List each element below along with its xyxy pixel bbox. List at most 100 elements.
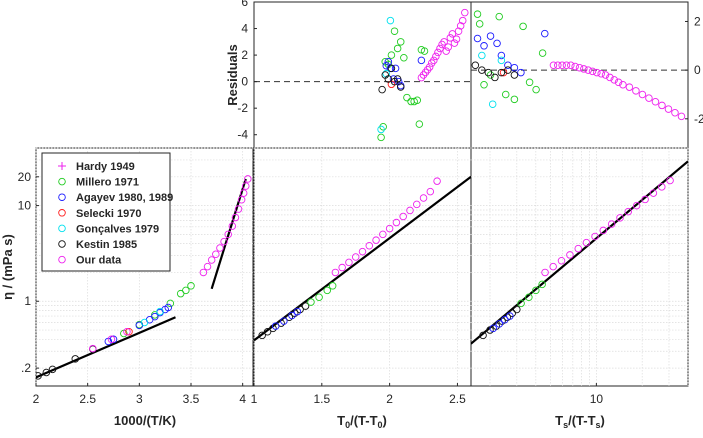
legend-label: Agayev 1980, 1989 [76, 192, 173, 204]
data-point [176, 289, 185, 298]
data-point [378, 85, 386, 94]
data-point [382, 69, 391, 78]
data-point [504, 66, 512, 74]
data-point [413, 96, 422, 104]
data-point [244, 175, 252, 183]
t0-xlabel: T0/(T-T0) [337, 413, 387, 430]
data-point [423, 65, 432, 74]
arrhenius-xlabel: 1000/(T/K) [114, 413, 176, 428]
data-point [427, 59, 436, 67]
data-point [510, 95, 519, 104]
data-point [293, 307, 302, 316]
data-point [384, 57, 393, 66]
tick-label: 10 [18, 199, 32, 213]
data-point [473, 34, 482, 43]
data-point [471, 61, 480, 70]
data-point [182, 286, 190, 295]
data-point [497, 51, 506, 60]
data-point [413, 200, 421, 209]
tick-label: 4 [239, 392, 246, 406]
data-point [430, 56, 438, 65]
data-point [478, 51, 486, 60]
residuals-right-plot [471, 10, 686, 121]
legend-label: Selecki 1970 [76, 208, 141, 220]
data-point [497, 56, 506, 65]
data-point [372, 236, 380, 244]
data-point [345, 258, 353, 267]
data-point [258, 331, 266, 340]
data-point [480, 80, 488, 89]
data-point [216, 244, 224, 252]
data-point [315, 293, 323, 302]
data-point [645, 94, 653, 102]
data-point [671, 108, 679, 117]
data-point [557, 257, 566, 265]
data-point [420, 47, 429, 55]
data-point [478, 66, 486, 74]
legend-marker [58, 177, 66, 186]
legend-marker [58, 224, 66, 233]
data-point [438, 40, 446, 49]
data-point [606, 73, 614, 82]
data-point [513, 305, 521, 314]
fit-line [210, 178, 247, 290]
data-point [599, 226, 608, 235]
data-point [666, 176, 674, 185]
data-point [156, 307, 164, 316]
data-point [562, 61, 571, 70]
data-point [641, 195, 649, 204]
data-points [36, 8, 686, 380]
data-point [199, 268, 208, 277]
data-point [425, 63, 434, 71]
data-point [456, 22, 465, 30]
data-point [166, 299, 175, 308]
viscosity-ts-plot [479, 176, 674, 340]
data-point [415, 120, 424, 128]
data-point [280, 317, 288, 325]
tick-label: 3.5 [183, 392, 200, 406]
data-point [164, 303, 173, 312]
data-point [351, 253, 360, 261]
viscosity-arrhenius-plot [36, 175, 252, 380]
data-point [399, 212, 407, 221]
legend-label: Hardy 1949 [76, 161, 135, 173]
viscosity-t0-plot [258, 177, 441, 340]
data-point [567, 61, 575, 70]
data-point [582, 238, 591, 247]
data-point [436, 44, 444, 53]
data-point [392, 218, 401, 227]
data-point [491, 73, 499, 82]
data-point [549, 262, 557, 271]
data-point [486, 32, 495, 40]
tick-label: 1.5 [313, 392, 330, 406]
data-point [123, 327, 131, 336]
data-point [501, 90, 510, 99]
data-point [237, 196, 246, 204]
data-point [480, 42, 488, 50]
ts-frame [470, 147, 689, 387]
data-point [450, 39, 459, 47]
data-point [479, 331, 487, 340]
tick-label: 0 [241, 75, 248, 89]
data-point [541, 268, 549, 277]
data-point [519, 22, 527, 31]
tick-label: 1 [24, 294, 31, 308]
data-point [517, 68, 525, 77]
data-point [379, 123, 387, 131]
data-point [525, 78, 534, 87]
data-point [458, 16, 467, 25]
data-point [549, 61, 558, 70]
data-point [619, 80, 627, 89]
data-point [486, 71, 495, 79]
residuals-right-frame [470, 1, 689, 149]
data-point [239, 189, 248, 197]
data-point [554, 61, 562, 70]
fit-lines [36, 160, 688, 379]
data-point [203, 262, 212, 271]
data-point [271, 322, 280, 330]
data-point [651, 98, 660, 106]
tick-labels: -4 -2 0 2 4 6 -2 0 2 2 2.5 3 3.5 4 .2 1 10 20 1 1.5 2 2.5 10 [18, 0, 703, 406]
data-point [393, 75, 402, 83]
residuals-left-plot [377, 8, 469, 142]
